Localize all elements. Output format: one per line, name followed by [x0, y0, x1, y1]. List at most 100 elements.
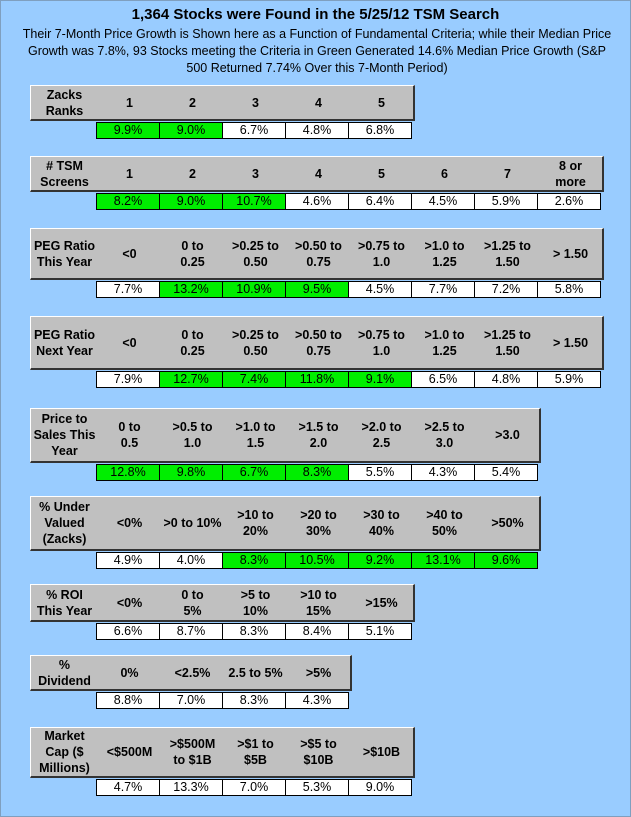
value-cell: 4.8%	[475, 372, 538, 388]
highlighted-value-cell: 7.4%	[223, 372, 286, 388]
value-cell: 7.7%	[97, 282, 160, 298]
value-cell: 8.7%	[160, 624, 223, 640]
table-header-row: PEG Ratio This Year <0 0 to 0.25 >0.25 to 0.50…	[30, 228, 604, 280]
value-cell: 7.9%	[97, 372, 160, 388]
highlighted-value-cell: 9.0%	[160, 123, 223, 139]
column-header: >5%	[305, 665, 332, 680]
value-cell: 6.7%	[223, 123, 286, 139]
highlighted-value-cell: 9.6%	[475, 553, 538, 569]
column-header: <2.5%	[174, 665, 211, 680]
row-label: % ROI This Year	[36, 587, 93, 618]
column-header: 2.5 to 5%	[228, 665, 283, 680]
column-header: 0%	[120, 665, 139, 680]
value-cell: 5.9%	[475, 194, 538, 210]
column-header: >1.25 to 1.50	[484, 327, 531, 358]
column-header: >3.0	[495, 428, 520, 442]
column-header: >1.0 to 1.25	[424, 238, 465, 269]
column-header: >$500M to $1B	[169, 737, 216, 767]
column-header: >1.0 to 1.25	[424, 327, 465, 358]
column-header: 2	[189, 95, 196, 110]
column-header: >0.75 to 1.0	[358, 238, 405, 269]
value-cell: 4.9%	[97, 553, 160, 569]
highlighted-value-cell: 8.3%	[223, 553, 286, 569]
value-cell: 8.3%	[223, 693, 286, 709]
column-header: >1.25 to 1.50	[484, 238, 531, 269]
value-cell: 7.7%	[412, 282, 475, 298]
column-header: 1	[126, 166, 133, 181]
table-header-row: Price to Sales This Year 0 to 0.5 >0.5 to 1.0 >…	[30, 408, 541, 463]
column-header: > 1.50	[552, 246, 589, 261]
column-header: >0.50 to 0.75	[295, 327, 342, 358]
row-label: % Under Valued (Zacks)	[39, 500, 90, 546]
value-cell: 4.5%	[349, 282, 412, 298]
highlighted-value-cell: 9.8%	[160, 465, 223, 481]
highlighted-value-cell: 12.7%	[160, 372, 223, 388]
value-cell: 6.4%	[349, 194, 412, 210]
column-header: >10 to 15%	[300, 587, 337, 618]
column-header: 1	[126, 95, 133, 110]
column-header: 5	[378, 95, 385, 110]
value-cell: 5.1%	[349, 624, 412, 640]
value-cell: 2.6%	[538, 194, 601, 210]
highlighted-value-cell: 6.7%	[223, 465, 286, 481]
table-header-row: Market Cap ($ Millions) <$500M >$500M to $1B >…	[30, 727, 415, 778]
page-subtitle: Their 7-Month Price Growth is Shown here…	[22, 27, 612, 75]
column-header: 8 or more	[555, 158, 586, 189]
highlighted-value-cell: 11.8%	[286, 372, 349, 388]
column-header: <0%	[116, 595, 143, 610]
column-header: 2	[189, 166, 196, 181]
column-header: 3	[252, 166, 259, 181]
row-label: Price to Sales This Year	[33, 412, 96, 458]
value-cell: 8.3%	[223, 624, 286, 640]
value-cell: 13.3%	[160, 780, 223, 796]
value-cell: 4.0%	[160, 553, 223, 569]
value-cell: 7.0%	[223, 780, 286, 796]
column-header: >$5 to $10B	[300, 737, 337, 767]
value-cell: 5.4%	[475, 465, 538, 481]
column-header: 0 to 5%	[181, 587, 204, 618]
column-header: >0.75 to 1.0	[358, 327, 405, 358]
table-header-row: % Dividend 0% <2.5% 2.5 to 5% >5%	[30, 655, 352, 691]
highlighted-value-cell: 9.9%	[97, 123, 160, 139]
value-cell: 4.5%	[412, 194, 475, 210]
column-header: >20 to 30%	[300, 508, 337, 538]
highlighted-value-cell: 10.9%	[223, 282, 286, 298]
column-header: <$500M	[106, 745, 153, 759]
value-cell: 5.9%	[538, 372, 601, 388]
row-label: % Dividend	[38, 657, 91, 688]
column-header: 0 to 0.25	[180, 327, 205, 358]
highlighted-value-cell: 13.1%	[412, 553, 475, 569]
value-cell: 8.8%	[97, 693, 160, 709]
row-label: PEG Ratio This Year	[33, 238, 96, 269]
highlighted-value-cell: 13.2%	[160, 282, 223, 298]
column-header: 4	[315, 95, 322, 110]
value-cell: 5.5%	[349, 465, 412, 481]
table-value-row: 8.8% 7.0% 8.3% 4.3%	[96, 692, 349, 709]
column-header: >0.25 to 0.50	[232, 238, 279, 269]
column-header: >0 to 10%	[163, 516, 222, 530]
column-header: 6	[441, 166, 448, 181]
table-value-row: 7.7% 13.2% 10.9% 9.5% 4.5% 7.7% 7.2% 5.8%	[96, 281, 601, 298]
table-value-row: 9.9% 9.0% 6.7% 4.8% 6.8%	[96, 122, 412, 139]
column-header: >30 to 40%	[363, 508, 400, 538]
value-cell: 4.6%	[286, 194, 349, 210]
highlighted-value-cell: 8.2%	[97, 194, 160, 210]
column-header: >5 to 10%	[240, 587, 271, 618]
column-header: >0.50 to 0.75	[295, 238, 342, 269]
table-header-row: PEG Ratio Next Year <0 0 to 0.25 >0.25 to 0.50…	[30, 316, 604, 370]
column-header: >1.0 to 1.5	[235, 420, 276, 450]
row-label: Market Cap ($ Millions)	[39, 729, 90, 775]
highlighted-value-cell: 9.5%	[286, 282, 349, 298]
column-header: > 1.50	[552, 335, 589, 350]
value-cell: 4.3%	[286, 693, 349, 709]
highlighted-value-cell: 12.8%	[97, 465, 160, 481]
column-header: >0.5 to 1.0	[172, 420, 213, 450]
highlighted-value-cell: 9.2%	[349, 553, 412, 569]
table-header-row: % ROI This Year <0% 0 to 5% >5 to 10% >10 to 15%…	[30, 584, 415, 622]
row-label: # TSM Screens	[40, 158, 89, 189]
column-header: >10 to 20%	[237, 508, 274, 538]
value-cell: 4.7%	[97, 780, 160, 796]
row-label: Zacks Ranks	[45, 87, 84, 118]
highlighted-value-cell: 8.3%	[286, 465, 349, 481]
table-value-row: 8.2% 9.0% 10.7% 4.6% 6.4% 4.5% 5.9% 2.6%	[96, 193, 601, 210]
